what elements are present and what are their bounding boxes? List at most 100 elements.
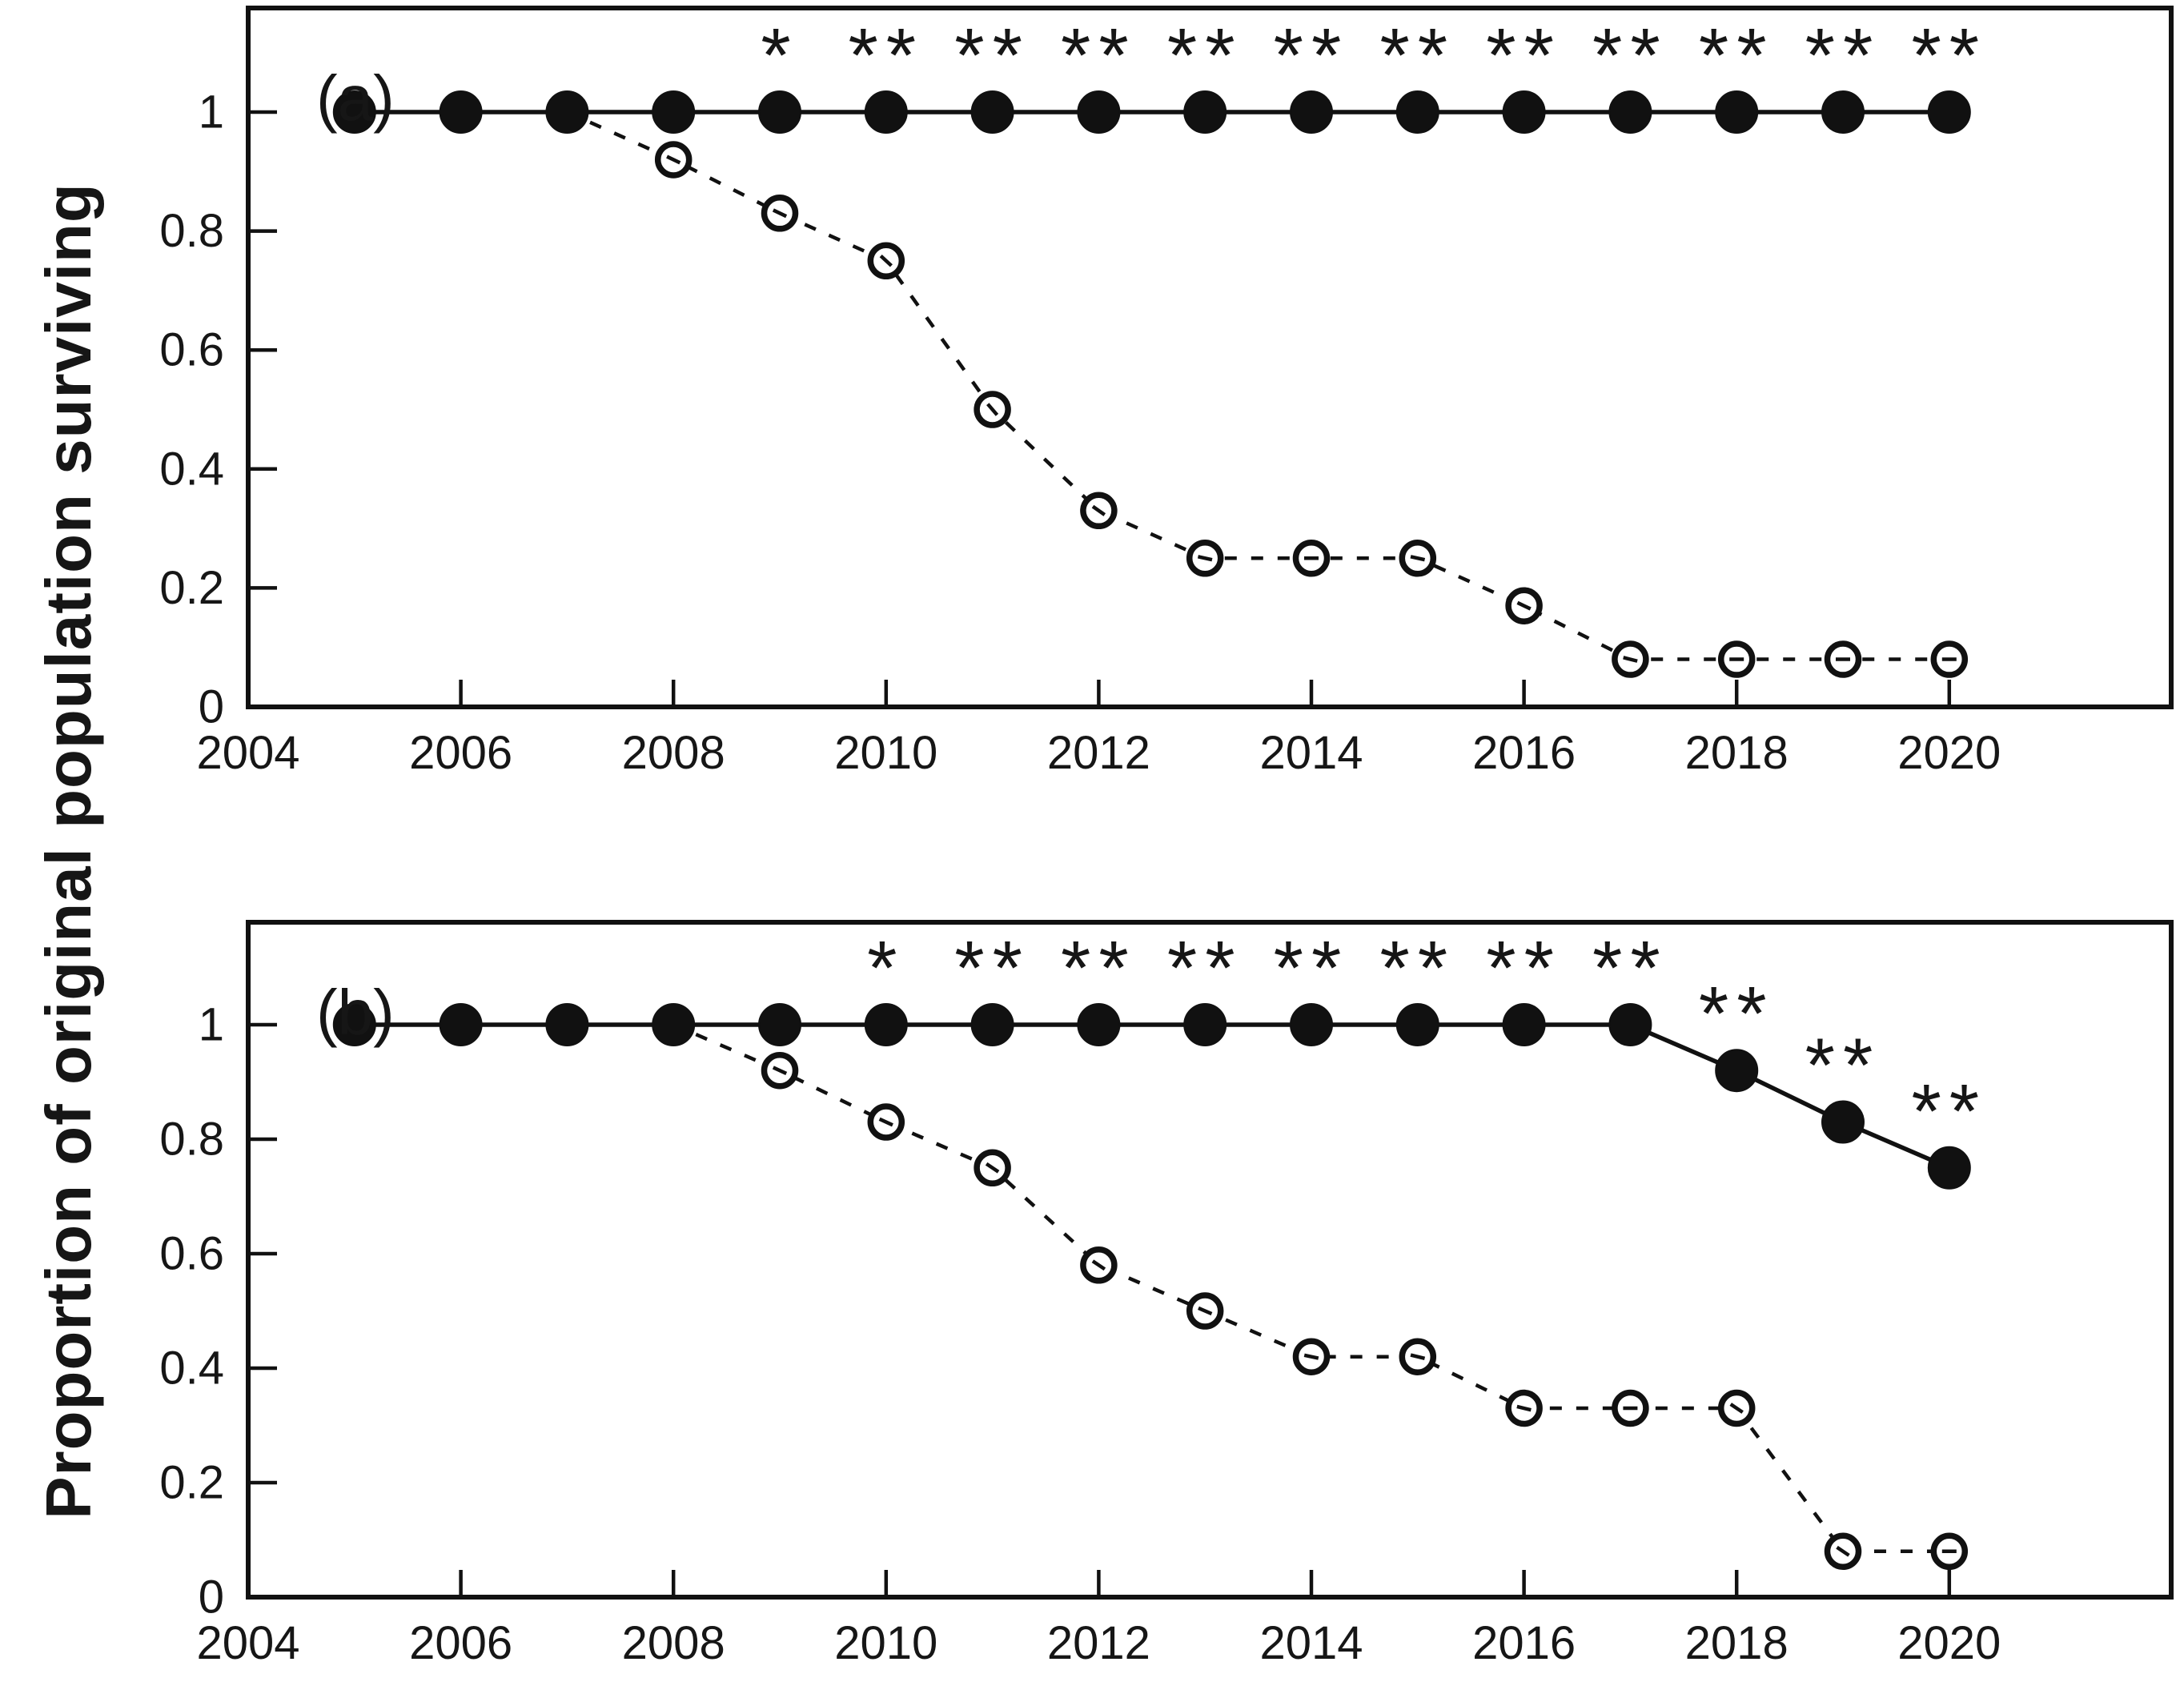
significance-marker: ** <box>1379 13 1455 98</box>
significance-marker: ** <box>1911 1069 1987 1154</box>
filled-circle-marker <box>1502 90 1546 134</box>
y-tick-label: 0.2 <box>159 1457 224 1509</box>
y-tick-label: 0.6 <box>159 1228 224 1280</box>
x-tick-label: 2012 <box>1047 1617 1150 1669</box>
filled-circle-marker <box>1715 1049 1759 1093</box>
significance-marker: ** <box>1486 13 1562 98</box>
significance-marker: ** <box>954 13 1030 98</box>
filled-circle-marker <box>1183 90 1227 134</box>
filled-circle-marker <box>1715 90 1759 134</box>
filled-circle-marker <box>1395 90 1439 134</box>
significance-marker: ** <box>954 925 1030 1011</box>
y-tick-label: 0.4 <box>159 1343 224 1395</box>
significance-marker: ** <box>1592 13 1668 98</box>
y-axis-title: Proportion of original population surviv… <box>33 183 104 1519</box>
filled-circle-marker <box>970 90 1014 134</box>
filled-circle-marker <box>1395 1003 1439 1046</box>
x-tick-label: 2006 <box>409 1617 512 1669</box>
significance-marker: ** <box>1592 925 1668 1011</box>
open-circle-inner-dash <box>1198 1306 1213 1316</box>
open-circle-inner-dash <box>1091 1259 1106 1271</box>
y-tick-label: 1 <box>199 999 224 1051</box>
open-circle-inner-dash <box>1623 656 1638 663</box>
filled-circle-marker <box>1183 1003 1227 1046</box>
filled-circle-marker <box>970 1003 1014 1046</box>
filled-circle-marker <box>864 1003 908 1046</box>
significance-marker: ** <box>848 13 924 98</box>
open-circle-inner-dash <box>985 1162 1000 1174</box>
x-tick-label: 2004 <box>196 1617 299 1669</box>
x-tick-label: 2010 <box>834 1617 937 1669</box>
open-circle-inner-dash <box>772 208 788 219</box>
solid-series-line <box>354 1022 1950 1170</box>
filled-circle-marker <box>1608 1003 1652 1046</box>
y-tick-label: 0.8 <box>159 205 224 257</box>
panel-label: (a) <box>316 62 395 134</box>
open-circle-inner-dash <box>986 403 999 416</box>
open-circle-inner-dash <box>1836 1545 1850 1557</box>
filled-circle-marker <box>545 1003 589 1046</box>
panel-b: 2004 2006 2008 2010 2012 2014 2016 2018 2020 1 0.8… <box>159 920 2174 1669</box>
significance-marker: * <box>761 13 798 98</box>
x-tick-label: 2008 <box>622 727 725 779</box>
filled-circle-marker <box>1927 1146 1971 1190</box>
significance-marker: ** <box>1274 925 1350 1011</box>
filled-circle-marker <box>1077 90 1121 134</box>
significance-marker: ** <box>1486 925 1562 1011</box>
significance-marker: ** <box>1274 13 1350 98</box>
significance-marker: ** <box>1379 925 1455 1011</box>
filled-circle-marker <box>545 90 589 134</box>
x-tick-label: 2018 <box>1685 727 1789 779</box>
filled-circle-marker <box>439 90 483 134</box>
filled-circle-marker <box>1821 90 1865 134</box>
filled-circle-marker <box>439 1003 483 1046</box>
x-tick-label: 2012 <box>1047 727 1150 779</box>
x-tick-label: 2018 <box>1685 1617 1789 1669</box>
x-tick-label: 2014 <box>1259 727 1363 779</box>
y-tick-label: 0 <box>199 1572 224 1624</box>
open-circle-inner-dash <box>879 254 893 267</box>
significance-marker: ** <box>1167 925 1243 1011</box>
x-tick-label: 2014 <box>1259 1617 1363 1669</box>
filled-circle-marker <box>758 1003 801 1046</box>
x-tick-label: 2016 <box>1472 727 1576 779</box>
open-circle-inner-dash <box>1197 555 1213 562</box>
significance-marker: ** <box>1061 925 1137 1011</box>
significance-marker: ** <box>1061 13 1137 98</box>
x-tick-label: 2020 <box>1897 727 2001 779</box>
x-tick-label: 2006 <box>409 727 512 779</box>
dashed-series-line <box>354 110 1949 661</box>
y-tick-label: 0.6 <box>159 324 224 376</box>
significance-marker: * <box>867 925 905 1011</box>
filled-circle-marker <box>652 1003 696 1046</box>
open-circle-inner-dash <box>772 1066 788 1075</box>
significance-marker: ** <box>1167 13 1243 98</box>
x-tick-label: 2004 <box>196 727 299 779</box>
filled-circle-marker <box>758 90 801 134</box>
filled-circle-marker <box>332 1003 376 1046</box>
significance-marker: ** <box>1911 13 1987 98</box>
y-tick-label: 0.4 <box>159 443 224 495</box>
panel-label: (b) <box>316 977 395 1048</box>
significance-marker: ** <box>1699 971 1775 1057</box>
filled-circle-marker <box>864 90 908 134</box>
filled-circle-marker <box>332 90 376 134</box>
filled-circle-marker <box>1290 90 1333 134</box>
filled-circle-marker <box>1608 90 1652 134</box>
x-tick-label: 2020 <box>1897 1617 2001 1669</box>
y-tick-label: 1 <box>199 86 224 138</box>
open-circle-inner-dash <box>1729 1403 1744 1414</box>
significance-marker: ** <box>1699 13 1775 98</box>
filled-circle-marker <box>652 90 696 134</box>
y-tick-label: 0 <box>199 681 224 733</box>
open-circle-inner-dash <box>878 1117 893 1127</box>
y-tick-label: 0.8 <box>159 1114 224 1166</box>
open-circle-inner-dash <box>1410 1353 1426 1361</box>
filled-circle-marker <box>1077 1003 1121 1046</box>
significance-marker: ** <box>1805 1023 1881 1109</box>
open-circle-inner-dash <box>1516 600 1532 611</box>
x-tick-label: 2010 <box>834 727 937 779</box>
filled-circle-marker <box>1927 90 1971 134</box>
